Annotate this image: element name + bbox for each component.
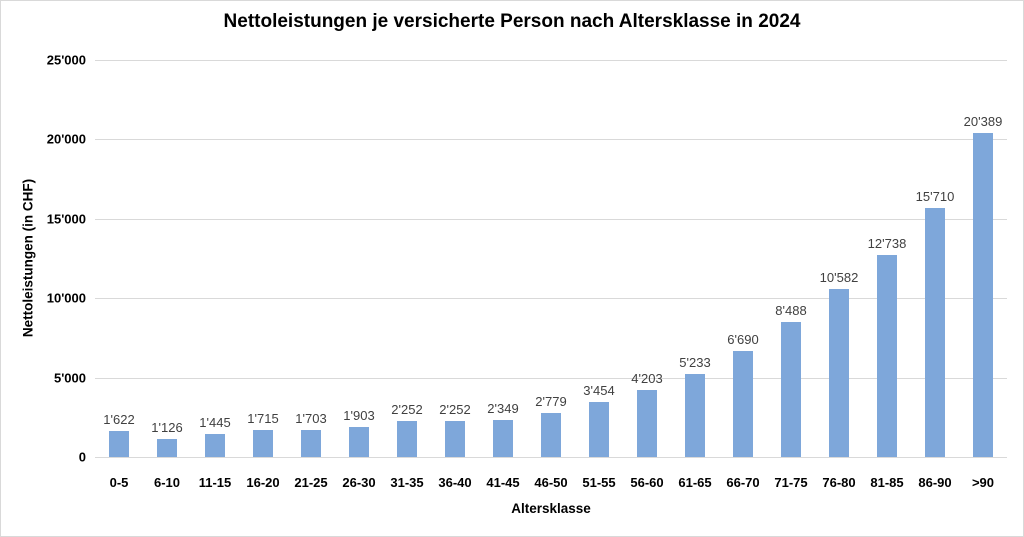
chart-title: Nettoleistungen je versicherte Person na…	[223, 11, 801, 32]
bar-value-label: 1'126	[151, 420, 183, 436]
y-tick-label: 20'000	[46, 131, 86, 147]
x-tick-label: >90	[971, 475, 995, 490]
bar-column: 1'703	[287, 60, 335, 457]
bar	[397, 421, 417, 457]
bar-column: 12'738	[863, 60, 911, 457]
x-tick-label: 66-70	[726, 475, 760, 490]
bar-column: 4'203	[623, 60, 671, 457]
y-axis-title: Nettoleistungen (in CHF)	[20, 178, 36, 338]
bar-column: 8'488	[767, 60, 815, 457]
bar-column: 1'622	[95, 60, 143, 457]
plot-area: 0 5'000 10'000 15'000 20'000 25'000 1'622 1'12…	[47, 53, 1007, 465]
y-tick-label: 10'000	[46, 290, 86, 306]
bar-value-label: 8'488	[775, 303, 807, 319]
bar-value-label: 6'690	[727, 331, 759, 347]
bar-value-label: 20'389	[963, 114, 1003, 130]
bar-value-label: 15'710	[915, 188, 955, 204]
gridline	[95, 377, 1007, 379]
bar	[973, 133, 993, 457]
bar	[349, 426, 369, 457]
x-tick-label: 61-65	[678, 475, 712, 490]
bar-column: 2'349	[479, 60, 527, 457]
x-tick-label: 31-35	[390, 475, 424, 490]
bar-value-label: 1'903	[343, 407, 375, 423]
bar-column: 10'582	[815, 60, 863, 457]
bar-value-label: 4'203	[631, 371, 663, 387]
y-tick-label: 25'000	[46, 52, 86, 68]
x-tick-label: 41-45	[486, 475, 520, 490]
bar-value-label: 1'703	[295, 410, 327, 426]
x-tick-label: 21-25	[294, 475, 328, 490]
gridline	[95, 218, 1007, 220]
x-tick-label: 51-55	[582, 475, 616, 490]
bar-column: 15'710	[911, 60, 959, 457]
bar-column: 1'126	[143, 60, 191, 457]
x-tick-label: 56-60	[630, 475, 664, 490]
x-tick-label: 0-5	[109, 475, 129, 490]
bar-value-label: 1'445	[199, 415, 231, 431]
bar-column: 1'445	[191, 60, 239, 457]
gridline	[95, 298, 1007, 300]
x-tick-label: 81-85	[870, 475, 904, 490]
bar-value-label: 2'349	[487, 400, 519, 416]
bar-column: 1'715	[239, 60, 287, 457]
bar-value-label: 3'454	[583, 383, 615, 399]
x-tick-label: 71-75	[774, 475, 808, 490]
bar	[301, 429, 321, 457]
bar-column: 2'252	[431, 60, 479, 457]
bar-column: 3'454	[575, 60, 623, 457]
bar	[493, 419, 513, 457]
bar-value-label: 1'622	[103, 412, 135, 428]
x-tick-label: 46-50	[534, 475, 568, 490]
bar	[733, 350, 753, 457]
bar	[685, 373, 705, 457]
bar	[589, 402, 609, 457]
bar	[781, 322, 801, 457]
bar	[205, 434, 225, 457]
gridline	[95, 60, 1007, 61]
bar-value-label: 2'779	[535, 393, 567, 409]
x-tick-label: 36-40	[438, 475, 472, 490]
y-tick-label: 15'000	[46, 211, 86, 227]
bar-value-label: 1'715	[247, 410, 279, 426]
bar-column: 2'779	[527, 60, 575, 457]
bar-value-label: 2'252	[391, 402, 423, 418]
bar-column: 1'903	[335, 60, 383, 457]
bar-value-label: 10'582	[819, 269, 859, 285]
x-tick-label: 76-80	[822, 475, 856, 490]
bar-value-label: 2'252	[439, 402, 471, 418]
y-tick-label: 0	[78, 449, 86, 465]
gridline	[95, 139, 1007, 141]
x-tick-label: 6-10	[153, 475, 181, 490]
bar-column: 6'690	[719, 60, 767, 457]
bars-row: 1'622 1'126 1'445 1'715 1'703 1'903 2'252 2'252…	[95, 60, 1007, 457]
x-axis-title: Altersklasse	[511, 501, 591, 516]
bar	[877, 254, 897, 457]
y-tick-label: 5'000	[53, 370, 86, 386]
bar	[541, 412, 561, 457]
bar	[253, 429, 273, 457]
x-tick-label: 86-90	[918, 475, 952, 490]
bar	[157, 439, 177, 457]
bar	[925, 207, 945, 457]
bar	[829, 288, 849, 457]
bar-column: 2'252	[383, 60, 431, 457]
bar	[637, 390, 657, 457]
bar	[109, 431, 129, 457]
bar-value-label: 5'233	[679, 354, 711, 370]
x-tick-label: 16-20	[246, 475, 280, 490]
x-tick-label: 11-15	[198, 475, 232, 490]
bar-column: 5'233	[671, 60, 719, 457]
x-axis-line	[95, 457, 1007, 458]
bar	[445, 421, 465, 457]
x-axis-tick-labels: 0-5 6-10 11-15 16-20 21-25 26-30 31-35 36-40 41-…	[95, 475, 1007, 490]
x-tick-label: 26-30	[342, 475, 376, 490]
bar-value-label: 12'738	[867, 235, 907, 251]
bar-column: 20'389	[959, 60, 1007, 457]
